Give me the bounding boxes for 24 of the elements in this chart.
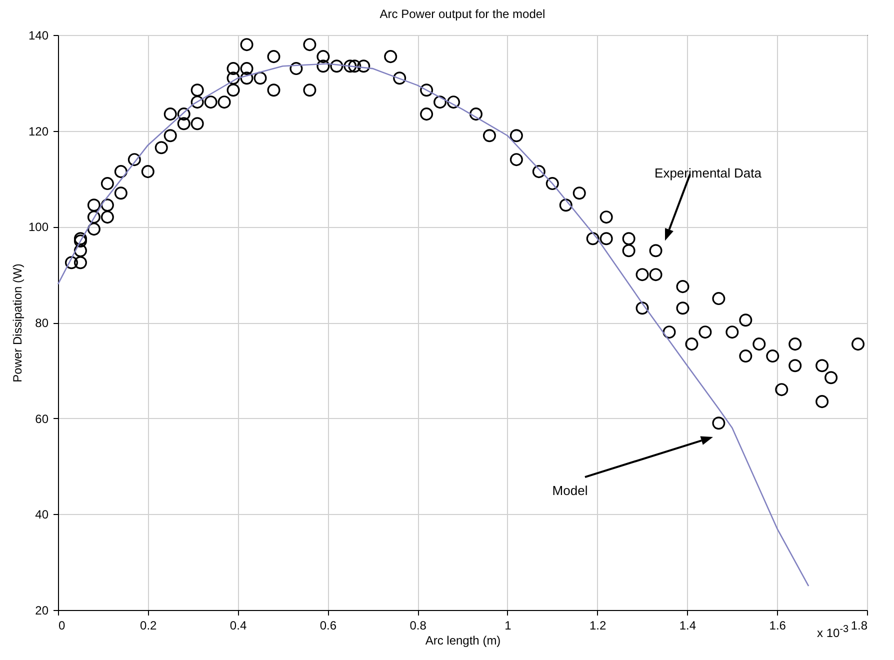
y-tick-label: 40 — [35, 508, 49, 522]
x-tick-label: 0.6 — [320, 618, 337, 632]
chart-title: Arc Power output for the model — [380, 7, 546, 21]
x-tick-label: 1.4 — [679, 618, 696, 632]
y-tick-label: 60 — [35, 412, 49, 426]
line-series — [57, 63, 810, 587]
x-tick-label: 1.6 — [769, 618, 786, 632]
y-tick-label: 20 — [35, 604, 49, 618]
x-axis-title: Arc length (m) — [425, 634, 501, 648]
y-tick-label: 120 — [28, 124, 49, 138]
x-tick-label: 0.8 — [410, 618, 427, 632]
y-tick-label: 100 — [28, 220, 49, 234]
x-tick-label: 0 — [58, 618, 66, 632]
text: x 10$^{-3}$ — [817, 624, 849, 640]
x-tick-label: 1.8 — [850, 618, 868, 632]
x-tick-label: 1.2 — [589, 618, 606, 632]
x-tick-label: 0.2 — [140, 618, 158, 632]
annotation: Experimental Data — [654, 166, 762, 181]
y-tick-label: 140 — [28, 28, 49, 42]
y-tick-label: 80 — [35, 316, 49, 330]
y-axis-title: Power Dissipation (W) — [10, 264, 24, 382]
annotation: Model — [552, 482, 588, 498]
x-tick-label: 0.4 — [230, 618, 247, 632]
x-tick-label: 1 — [504, 618, 512, 632]
